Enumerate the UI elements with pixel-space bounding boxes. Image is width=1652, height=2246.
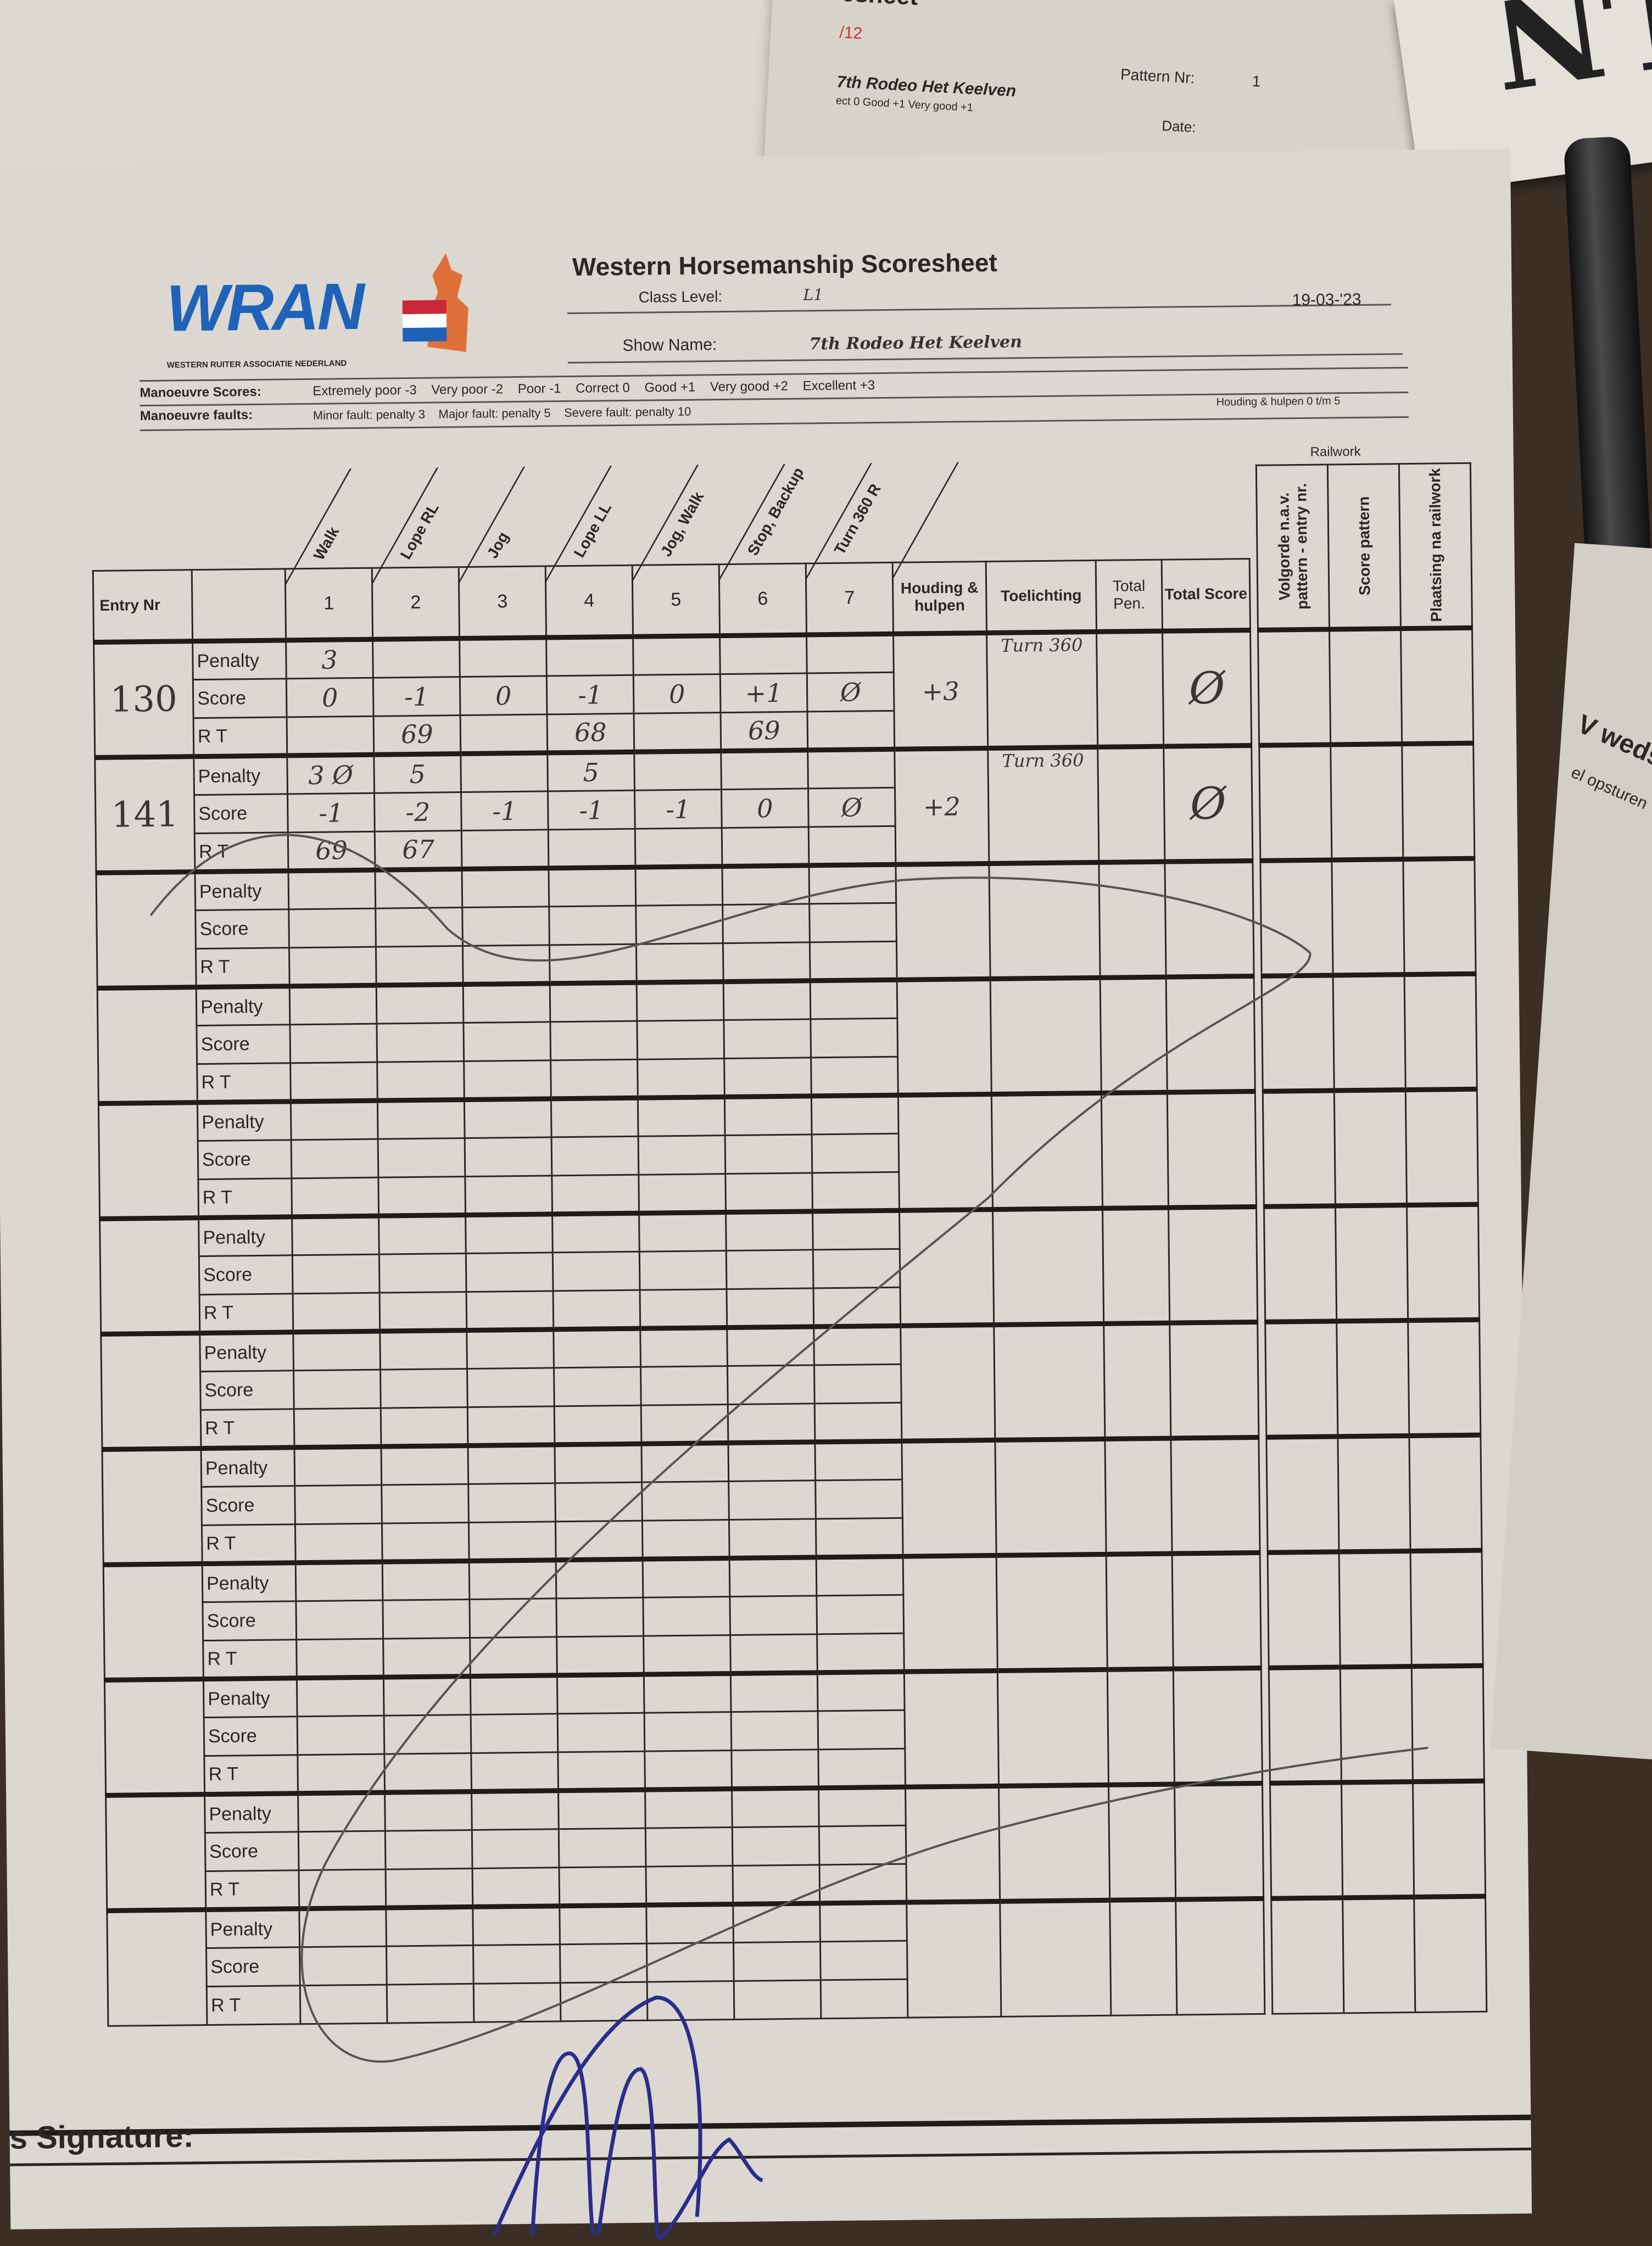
logo-figure-icon	[402, 253, 468, 352]
sheet-title-fragment: esheet	[841, 0, 919, 11]
signature-label: s Signature:	[9, 2118, 194, 2156]
scoresheet: WRAN WESTERN RUITER ASSOCIATIE NEDERLAND…	[0, 148, 1532, 2241]
sheet-fragment-text: V weds	[1573, 709, 1652, 773]
sheet-number-fragment: /12	[839, 23, 863, 43]
scores-fragment: ect 0 Good +1 Very good +1	[835, 94, 974, 114]
sheet-fragment-text: el opsturen	[1568, 763, 1650, 813]
signature-icon	[492, 1995, 763, 2241]
pencil-scribble	[149, 834, 1428, 2063]
date-label-fragment: Date:	[1161, 117, 1197, 136]
wran-logo: WRAN WESTERN RUITER ASSOCIATIE NEDERLAND	[166, 247, 496, 377]
card-letters: LN	[1484, 0, 1652, 116]
pattern-nr-label: Pattern Nr:	[1120, 65, 1196, 87]
pattern-nr-value: 1	[1252, 72, 1262, 90]
